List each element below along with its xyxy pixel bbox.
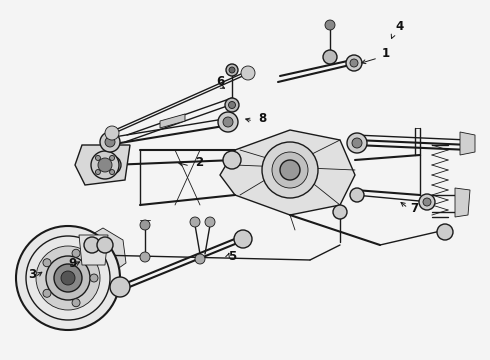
Text: 4: 4 (395, 20, 403, 33)
Circle shape (43, 259, 51, 267)
Circle shape (333, 205, 347, 219)
Text: 7: 7 (410, 202, 418, 215)
Circle shape (98, 158, 112, 172)
Circle shape (140, 252, 150, 262)
Circle shape (72, 249, 80, 257)
Circle shape (91, 151, 119, 179)
Circle shape (105, 126, 119, 140)
Circle shape (228, 102, 236, 108)
Polygon shape (86, 228, 126, 270)
Circle shape (107, 160, 117, 170)
Polygon shape (160, 114, 185, 128)
Circle shape (110, 170, 115, 175)
Circle shape (352, 138, 362, 148)
Circle shape (110, 156, 115, 161)
Circle shape (110, 277, 130, 297)
Circle shape (72, 299, 80, 307)
Circle shape (280, 160, 300, 180)
Circle shape (323, 50, 337, 64)
Circle shape (223, 117, 233, 127)
Circle shape (234, 230, 252, 248)
Text: 8: 8 (258, 112, 266, 125)
Circle shape (89, 249, 101, 261)
Polygon shape (460, 132, 475, 155)
Circle shape (347, 133, 367, 153)
Circle shape (205, 217, 215, 227)
Circle shape (195, 254, 205, 264)
Circle shape (423, 198, 431, 206)
Circle shape (437, 224, 453, 240)
Text: 9: 9 (68, 257, 76, 270)
Circle shape (346, 55, 362, 71)
Text: 3: 3 (28, 268, 36, 281)
Circle shape (96, 156, 100, 161)
Circle shape (61, 271, 75, 285)
Circle shape (325, 20, 335, 30)
Circle shape (84, 237, 100, 253)
Circle shape (262, 142, 318, 198)
Circle shape (16, 226, 120, 330)
Circle shape (350, 188, 364, 202)
Circle shape (223, 151, 241, 169)
Circle shape (350, 59, 358, 67)
Circle shape (46, 256, 90, 300)
Circle shape (272, 152, 308, 188)
Circle shape (229, 67, 235, 73)
Circle shape (241, 66, 255, 80)
Circle shape (140, 220, 150, 230)
Circle shape (105, 137, 115, 147)
Circle shape (54, 264, 82, 292)
Circle shape (226, 64, 238, 76)
Circle shape (43, 289, 51, 297)
Circle shape (419, 194, 435, 210)
Text: 5: 5 (228, 250, 236, 263)
Circle shape (225, 98, 239, 112)
Text: 6: 6 (216, 75, 224, 88)
Text: 2: 2 (195, 156, 203, 169)
Circle shape (100, 132, 120, 152)
Circle shape (36, 246, 100, 310)
Polygon shape (79, 235, 108, 265)
Circle shape (97, 237, 113, 253)
Text: 1: 1 (382, 47, 390, 60)
Circle shape (103, 156, 121, 174)
Circle shape (190, 217, 200, 227)
Circle shape (218, 112, 238, 132)
Circle shape (96, 170, 100, 175)
Polygon shape (220, 130, 355, 215)
Polygon shape (455, 188, 470, 217)
Circle shape (90, 274, 98, 282)
Polygon shape (75, 145, 130, 185)
